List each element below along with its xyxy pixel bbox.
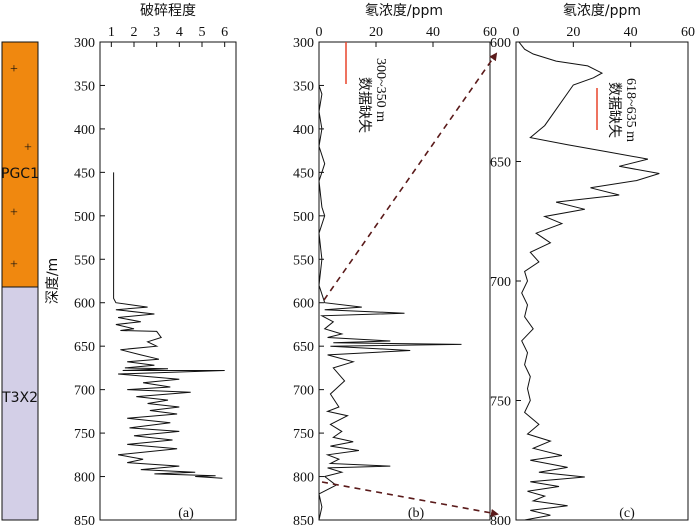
y-tick-label: 700 bbox=[74, 384, 95, 399]
y-tick-label: 550 bbox=[74, 253, 95, 268]
x-tick-label: 20 bbox=[369, 25, 383, 40]
y-tick-label: 650 bbox=[74, 340, 95, 355]
x-tick-label: 4 bbox=[176, 25, 183, 40]
x-tick-label: 6 bbox=[221, 25, 228, 40]
x-tick-label: 1 bbox=[108, 25, 115, 40]
y-tick-label: 300 bbox=[74, 36, 95, 51]
panel-b-title: 氡浓度/ppm bbox=[365, 2, 443, 19]
y-tick-label: 350 bbox=[293, 79, 314, 94]
y-tick-label: 650 bbox=[293, 340, 314, 355]
y-tick-label: 450 bbox=[293, 166, 314, 181]
x-tick-label: 5 bbox=[199, 25, 206, 40]
panel-b-gap-range: 300~350 m bbox=[373, 58, 388, 122]
unit-pgc1-label: PGC1 bbox=[1, 166, 39, 182]
y-tick-label: 700 bbox=[293, 384, 314, 399]
panel-c-x-ticks: 0 20 40 60 bbox=[513, 25, 695, 47]
y-tick-label: 700 bbox=[490, 275, 511, 290]
y-tick-label: 350 bbox=[74, 79, 95, 94]
y-tick-label: 650 bbox=[490, 156, 511, 171]
y-tick-label: 300 bbox=[293, 36, 314, 51]
y-tick-label: 600 bbox=[293, 297, 314, 312]
y-tick-label: 750 bbox=[490, 395, 511, 410]
y-tick-label: 750 bbox=[293, 427, 314, 442]
y-tick-label: 800 bbox=[293, 471, 314, 486]
panel-c-curve bbox=[518, 42, 660, 520]
panel-a-y-ticks: 300 350 400 450 500 550 600 650 700 750 800 850 bbox=[74, 36, 105, 529]
x-tick-label: 40 bbox=[426, 25, 440, 40]
panel-a-curve bbox=[113, 172, 225, 479]
granite-plus-symbol: + bbox=[10, 258, 18, 273]
x-tick-label: 3 bbox=[153, 25, 160, 40]
x-tick-label: 60 bbox=[483, 25, 497, 40]
panel-c-title: 氡浓度/ppm bbox=[563, 2, 641, 19]
unit-pgc1-block bbox=[1, 41, 39, 288]
depth-axis-label: 深度/m bbox=[45, 258, 61, 304]
y-tick-label: 850 bbox=[74, 514, 95, 529]
strat-column: + + + + PGC1 T3X2 bbox=[1, 41, 39, 521]
unit-t3x2-block bbox=[1, 286, 39, 521]
zoom-arrow-bottom bbox=[321, 481, 499, 517]
panel-a-label: (a) bbox=[178, 506, 194, 521]
x-tick-label: 2 bbox=[131, 25, 138, 40]
panel-c: 氡浓度/ppm 0 20 40 60 600 650 700 750 800 数据缺失 618… bbox=[490, 2, 695, 529]
y-tick-label: 500 bbox=[293, 210, 314, 225]
y-tick-label: 500 bbox=[74, 210, 95, 225]
y-tick-label: 850 bbox=[293, 514, 314, 529]
y-tick-label: 600 bbox=[490, 36, 511, 51]
y-tick-label: 550 bbox=[293, 253, 314, 268]
x-tick-label: 0 bbox=[316, 25, 323, 40]
y-tick-label: 800 bbox=[490, 514, 511, 529]
panel-c-frame bbox=[515, 41, 689, 521]
y-tick-label: 750 bbox=[74, 427, 95, 442]
panel-b-y-ticks: 300 350 400 450 500 550 600 650 700 750 800 850 bbox=[293, 36, 324, 529]
granite-symbols: + + + + bbox=[10, 62, 32, 273]
panel-b-gap-label: 数据缺失 bbox=[356, 77, 372, 133]
x-tick-label: 0 bbox=[513, 25, 520, 40]
panel-c-gap-label: 数据缺失 bbox=[606, 82, 622, 138]
y-tick-label: 400 bbox=[74, 123, 95, 138]
x-tick-label: 20 bbox=[566, 25, 580, 40]
x-tick-label: 60 bbox=[681, 25, 695, 40]
y-tick-label: 450 bbox=[74, 166, 95, 181]
panel-b-label: (b) bbox=[408, 506, 425, 521]
granite-plus-symbol: + bbox=[10, 62, 18, 77]
y-tick-label: 600 bbox=[74, 297, 95, 312]
panel-a-frame bbox=[99, 41, 237, 521]
panel-b-curve bbox=[319, 85, 462, 520]
panel-c-label: (c) bbox=[619, 506, 635, 521]
panel-c-y-ticks: 600 650 700 750 800 bbox=[490, 36, 521, 529]
granite-plus-symbol: + bbox=[10, 205, 18, 220]
panel-b: 氡浓度/ppm 0 20 40 60 300 350 400 450 500 550 600 650… bbox=[293, 2, 497, 529]
y-tick-label: 400 bbox=[293, 123, 314, 138]
zoom-arrow-top bbox=[323, 52, 498, 301]
panel-c-gap-range: 618~635 m bbox=[623, 78, 638, 142]
panel-b-x-ticks: 0 20 40 60 bbox=[316, 25, 497, 47]
granite-plus-symbol: + bbox=[24, 140, 32, 155]
unit-t3x2-label: T3X2 bbox=[1, 390, 38, 406]
x-tick-label: 40 bbox=[624, 25, 638, 40]
panel-a-title: 破碎程度 bbox=[140, 3, 196, 19]
y-tick-label: 800 bbox=[74, 471, 95, 486]
